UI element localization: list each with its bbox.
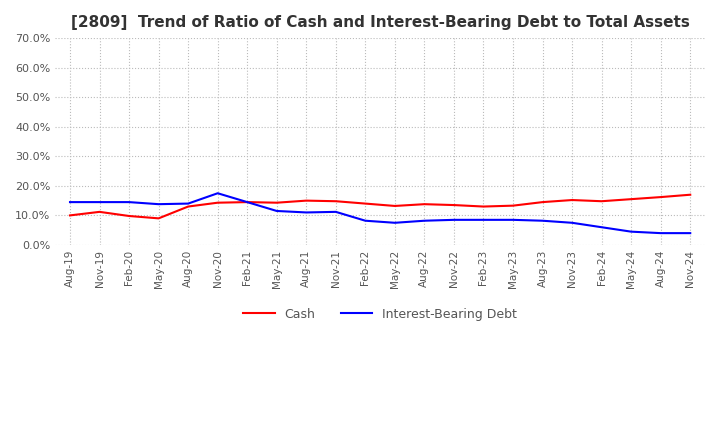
Cash xyxy=(331,198,340,204)
Line: Cash: Cash xyxy=(70,195,690,218)
Interest-Bearing Debt xyxy=(539,218,547,224)
Cash xyxy=(184,204,192,209)
Cash xyxy=(480,204,488,209)
Interest-Bearing Debt xyxy=(568,220,577,225)
Cash xyxy=(449,202,458,208)
Cash xyxy=(66,213,74,218)
Cash xyxy=(568,198,577,203)
Cash xyxy=(95,209,104,214)
Interest-Bearing Debt xyxy=(272,208,281,213)
Cash xyxy=(361,201,369,206)
Cash xyxy=(390,203,399,209)
Legend: Cash, Interest-Bearing Debt: Cash, Interest-Bearing Debt xyxy=(238,303,522,326)
Cash xyxy=(598,198,606,204)
Interest-Bearing Debt xyxy=(686,231,695,236)
Cash xyxy=(125,213,133,219)
Cash xyxy=(154,216,163,221)
Interest-Bearing Debt xyxy=(125,199,133,205)
Interest-Bearing Debt xyxy=(154,202,163,207)
Interest-Bearing Debt xyxy=(627,229,636,234)
Interest-Bearing Debt xyxy=(95,199,104,205)
Interest-Bearing Debt xyxy=(361,218,369,224)
Interest-Bearing Debt xyxy=(184,201,192,206)
Interest-Bearing Debt xyxy=(213,191,222,196)
Interest-Bearing Debt xyxy=(420,218,428,224)
Interest-Bearing Debt xyxy=(480,217,488,223)
Cash xyxy=(243,199,251,205)
Cash xyxy=(213,200,222,205)
Cash xyxy=(686,192,695,198)
Cash xyxy=(539,199,547,205)
Title: [2809]  Trend of Ratio of Cash and Interest-Bearing Debt to Total Assets: [2809] Trend of Ratio of Cash and Intere… xyxy=(71,15,690,30)
Interest-Bearing Debt xyxy=(509,217,518,223)
Interest-Bearing Debt xyxy=(657,231,665,236)
Cash xyxy=(657,194,665,200)
Cash xyxy=(509,203,518,208)
Cash xyxy=(302,198,310,203)
Cash xyxy=(272,200,281,205)
Interest-Bearing Debt xyxy=(66,199,74,205)
Interest-Bearing Debt xyxy=(598,224,606,230)
Interest-Bearing Debt xyxy=(243,199,251,205)
Interest-Bearing Debt xyxy=(302,210,310,215)
Interest-Bearing Debt xyxy=(390,220,399,225)
Cash xyxy=(627,197,636,202)
Interest-Bearing Debt xyxy=(331,209,340,214)
Line: Interest-Bearing Debt: Interest-Bearing Debt xyxy=(70,193,690,233)
Cash xyxy=(420,202,428,207)
Interest-Bearing Debt xyxy=(449,217,458,223)
